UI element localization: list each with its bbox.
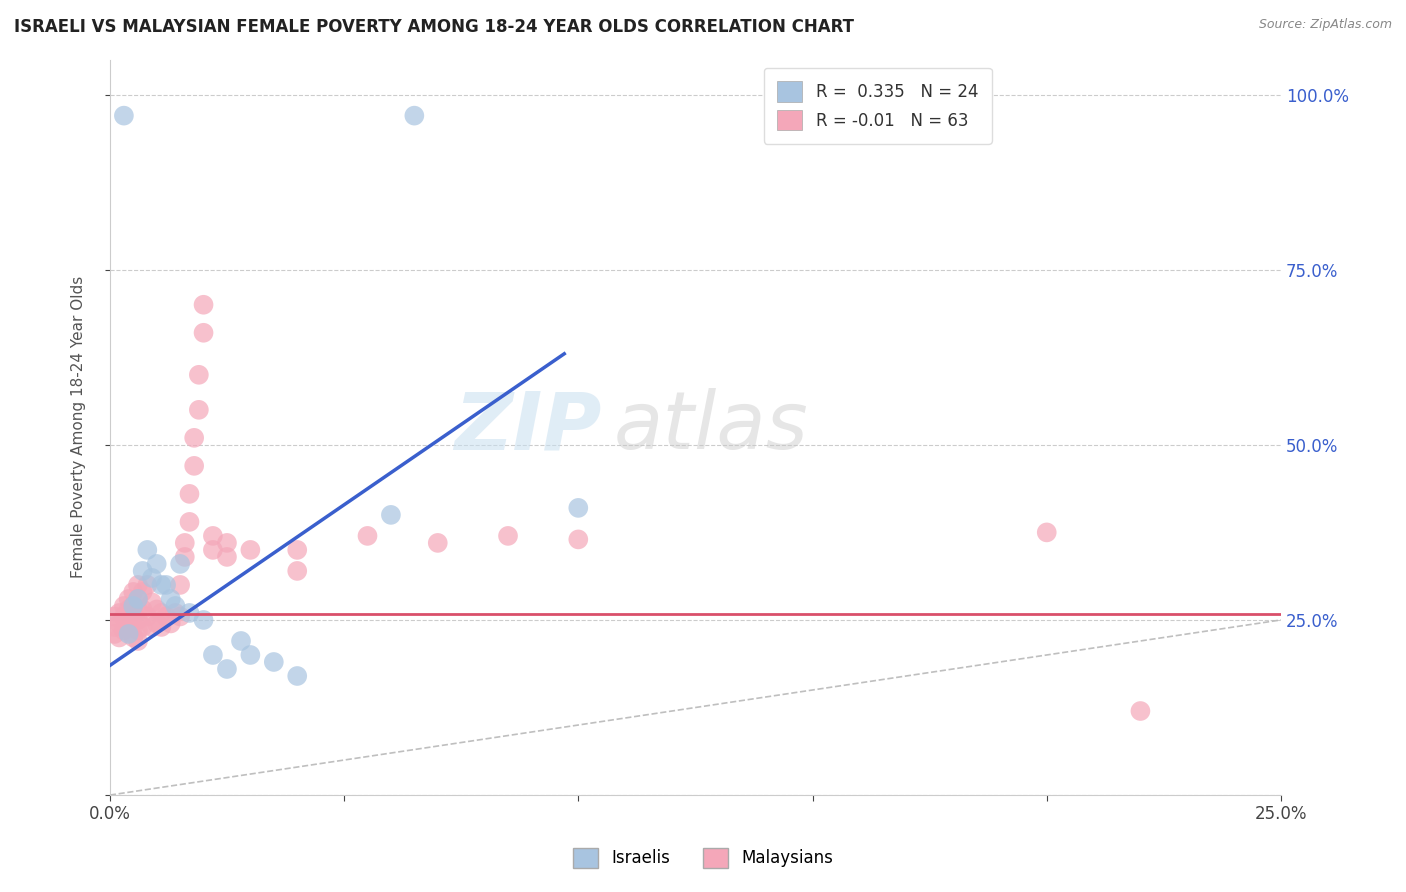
Point xyxy=(1035,525,1057,540)
Point xyxy=(122,620,145,634)
Point xyxy=(215,549,238,564)
Point xyxy=(131,585,153,599)
Point xyxy=(122,609,145,624)
Point xyxy=(141,620,163,634)
Point xyxy=(145,616,167,631)
Point xyxy=(131,620,153,634)
Point xyxy=(173,549,195,564)
Point xyxy=(567,533,589,547)
Point xyxy=(103,627,125,641)
Point xyxy=(117,602,139,616)
Point xyxy=(145,557,167,571)
Point xyxy=(112,624,135,638)
Point xyxy=(165,599,187,613)
Legend: R =  0.335   N = 24, R = -0.01   N = 63: R = 0.335 N = 24, R = -0.01 N = 63 xyxy=(763,68,991,144)
Point xyxy=(136,542,159,557)
Point xyxy=(127,591,149,606)
Point xyxy=(187,402,209,417)
Point xyxy=(159,616,181,631)
Point xyxy=(127,602,149,616)
Point xyxy=(112,109,135,123)
Point xyxy=(108,616,131,631)
Text: ISRAELI VS MALAYSIAN FEMALE POVERTY AMONG 18-24 YEAR OLDS CORRELATION CHART: ISRAELI VS MALAYSIAN FEMALE POVERTY AMON… xyxy=(14,18,853,36)
Point xyxy=(169,557,191,571)
Point xyxy=(117,627,139,641)
Point xyxy=(150,606,173,620)
Point xyxy=(201,529,224,543)
Point xyxy=(155,578,177,592)
Point xyxy=(122,631,145,645)
Point xyxy=(141,571,163,585)
Point xyxy=(117,591,139,606)
Point xyxy=(193,298,215,312)
Point xyxy=(141,595,163,609)
Point xyxy=(193,613,215,627)
Point xyxy=(173,536,195,550)
Point xyxy=(127,624,149,638)
Point xyxy=(404,109,426,123)
Point xyxy=(179,515,201,529)
Text: atlas: atlas xyxy=(613,388,808,467)
Point xyxy=(356,529,378,543)
Point xyxy=(187,368,209,382)
Point xyxy=(239,542,262,557)
Point xyxy=(285,542,308,557)
Legend: Israelis, Malaysians: Israelis, Malaysians xyxy=(567,841,839,875)
Point xyxy=(127,613,149,627)
Point xyxy=(150,578,173,592)
Point xyxy=(169,578,191,592)
Point xyxy=(285,669,308,683)
Point xyxy=(183,458,205,473)
Point xyxy=(127,634,149,648)
Point xyxy=(239,648,262,662)
Point xyxy=(117,620,139,634)
Point xyxy=(179,487,201,501)
Point xyxy=(496,529,519,543)
Point xyxy=(108,631,131,645)
Point xyxy=(179,606,201,620)
Point xyxy=(201,542,224,557)
Point xyxy=(103,620,125,634)
Point xyxy=(159,591,181,606)
Point xyxy=(155,609,177,624)
Point xyxy=(1129,704,1152,718)
Point xyxy=(131,602,153,616)
Point xyxy=(380,508,402,522)
Point xyxy=(183,431,205,445)
Point xyxy=(145,602,167,616)
Point xyxy=(165,606,187,620)
Point xyxy=(215,662,238,676)
Point xyxy=(136,578,159,592)
Text: ZIP: ZIP xyxy=(454,388,602,467)
Point xyxy=(285,564,308,578)
Point xyxy=(567,500,589,515)
Point xyxy=(122,599,145,613)
Point xyxy=(112,609,135,624)
Point xyxy=(112,599,135,613)
Point xyxy=(122,585,145,599)
Point xyxy=(215,536,238,550)
Y-axis label: Female Poverty Among 18-24 Year Olds: Female Poverty Among 18-24 Year Olds xyxy=(72,277,86,578)
Point xyxy=(229,634,252,648)
Point xyxy=(169,609,191,624)
Point xyxy=(131,564,153,578)
Point xyxy=(193,326,215,340)
Point xyxy=(103,609,125,624)
Point xyxy=(201,648,224,662)
Point xyxy=(108,606,131,620)
Point xyxy=(122,599,145,613)
Point xyxy=(127,578,149,592)
Point xyxy=(117,613,139,627)
Point xyxy=(426,536,449,550)
Point xyxy=(263,655,285,669)
Point xyxy=(136,609,159,624)
Point xyxy=(150,620,173,634)
Point xyxy=(127,591,149,606)
Text: Source: ZipAtlas.com: Source: ZipAtlas.com xyxy=(1258,18,1392,31)
